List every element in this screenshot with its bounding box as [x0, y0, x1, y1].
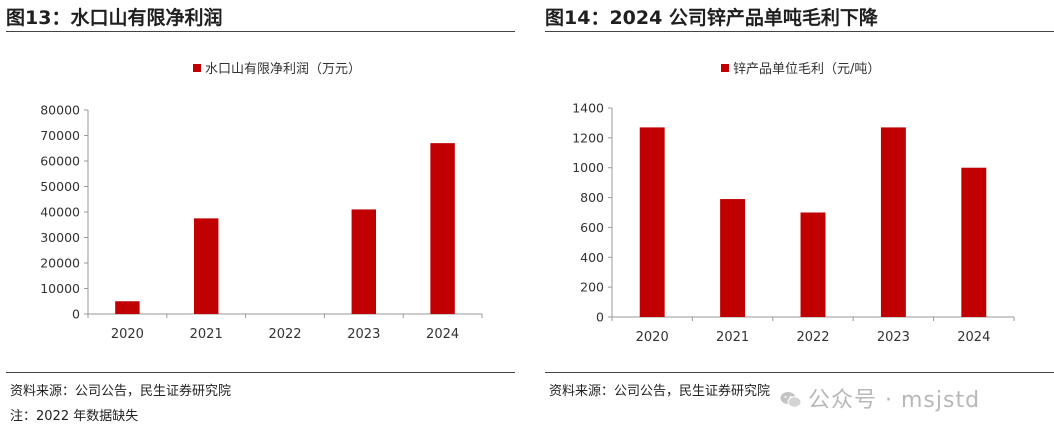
y-tick-label: 400 [580, 250, 604, 265]
x-tick-label: 2020 [636, 330, 669, 345]
x-tick-label: 2021 [190, 327, 223, 342]
wechat-icon [780, 392, 802, 408]
y-tick-label: 600 [580, 220, 604, 235]
figure-title: 图13：水口山有限净利润 [6, 7, 223, 29]
figure-14-panel: 图14：2024 公司锌产品单吨毛利下降 锌产品单位毛利（元/吨） 0 200 400… [539, 0, 1054, 439]
y-tick-label: 30000 [40, 230, 80, 245]
y-tick-label: 50000 [40, 179, 80, 194]
figure-13-panel: 图13：水口山有限净利润 水口山有限净利润（万元） 0 10000 20000 3000… [0, 0, 515, 439]
y-tick-label: 0 [596, 310, 604, 325]
y-tick-label: 40000 [40, 205, 80, 220]
y-tick-label: 70000 [40, 128, 80, 143]
x-tick-label: 2021 [716, 330, 749, 345]
y-tick-label: 200 [580, 280, 604, 295]
x-tick-label: 2024 [426, 327, 459, 342]
bar [430, 143, 455, 314]
y-tick-label: 80000 [40, 103, 80, 118]
bar [880, 127, 906, 318]
source-note: 资料来源：公司公告，民生证券研究院 [549, 384, 771, 399]
bar [193, 218, 219, 314]
y-tick-label: 1000 [572, 160, 604, 175]
bar [115, 301, 140, 314]
bar [351, 209, 377, 314]
title-divider [6, 31, 515, 32]
watermark-text: 公众号 · msjstd [808, 388, 981, 413]
title-divider [545, 31, 1054, 32]
y-tick-label: 60000 [40, 154, 80, 169]
legend-label: 水口山有限净利润（万元） [205, 62, 361, 77]
y-tick-label: 20000 [40, 256, 80, 271]
x-tick-label: 2022 [796, 330, 829, 345]
figure-title: 图14：2024 公司锌产品单吨毛利下降 [545, 7, 878, 29]
x-tick-label: 2023 [347, 327, 380, 342]
bar [961, 167, 987, 317]
x-tick-label: 2023 [877, 330, 910, 345]
footer-divider [545, 372, 1054, 373]
footer-divider [6, 372, 515, 373]
y-tick-label: 800 [580, 190, 604, 205]
y-tick-label: 0 [72, 307, 80, 322]
legend-swatch [721, 64, 729, 72]
bar [720, 199, 746, 317]
watermark: 公众号 · msjstd [780, 382, 980, 414]
x-tick-label: 2024 [957, 330, 990, 345]
source-note: 资料来源：公司公告，民生证券研究院 [10, 384, 232, 399]
x-tick-label: 2022 [268, 327, 301, 342]
y-tick-label: 1200 [572, 130, 604, 145]
y-tick-label: 1400 [572, 101, 604, 116]
zinc-margin-chart: 锌产品单位毛利（元/吨） 0 200 400 600 800 1000 1200 1400 202… [572, 62, 1015, 345]
bar [639, 127, 665, 318]
x-tick-label: 2020 [111, 327, 144, 342]
y-tick-label: 10000 [40, 281, 80, 296]
legend-label: 锌产品单位毛利（元/吨） [733, 62, 880, 77]
data-note: 注：2022 年数据缺失 [10, 409, 139, 424]
net-profit-chart: 水口山有限净利润（万元） 0 10000 20000 30000 40000 50000 60… [40, 62, 483, 342]
bar [800, 212, 826, 317]
legend-swatch [193, 64, 201, 72]
